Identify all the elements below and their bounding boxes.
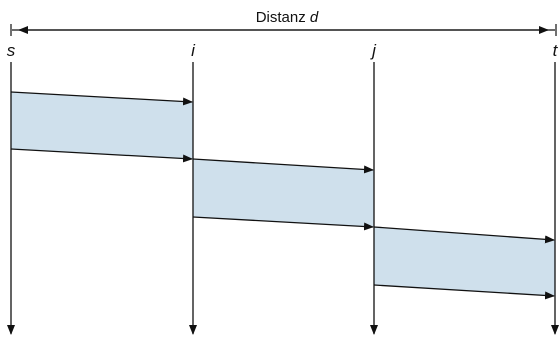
distance-measure: Distanz d: [10, 9, 557, 36]
band-j-t: [374, 227, 555, 296]
distance-label: Distanz d: [256, 9, 319, 26]
arrow-i-j-bottom: [192, 216, 374, 231]
node-label-s: s: [7, 41, 16, 60]
node-label-t: t: [553, 41, 559, 60]
band-i-j: [193, 159, 374, 227]
arrow-i-j-top: [192, 158, 374, 174]
node-label-i: i: [191, 41, 196, 60]
arrow-j-t-top: [373, 226, 555, 244]
arrow-s-i-top: [10, 91, 193, 106]
band-s-i: [11, 92, 193, 159]
arrow-s-i-bottom: [10, 148, 193, 163]
node-label-j: j: [370, 41, 377, 60]
arrow-j-t-bottom: [373, 284, 555, 300]
